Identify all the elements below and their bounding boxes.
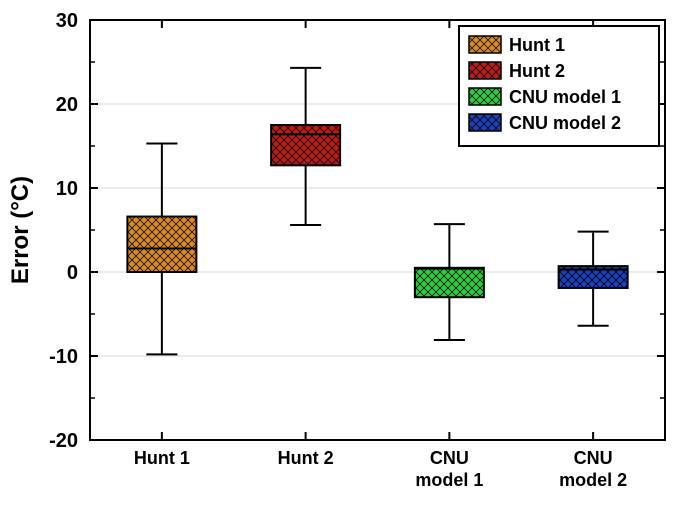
y-tick-label: -20 bbox=[49, 430, 78, 452]
y-tick-label: 0 bbox=[67, 262, 78, 284]
y-tick-label: 10 bbox=[56, 178, 78, 200]
x-tick-label: Hunt 1 bbox=[134, 448, 190, 468]
x-tick-label: CNU bbox=[574, 448, 613, 468]
x-tick-label: Hunt 2 bbox=[278, 448, 334, 468]
y-axis-label: Error (°C) bbox=[7, 176, 34, 284]
x-tick-label: model 1 bbox=[415, 470, 483, 490]
boxplot-chart: -20-100102030Hunt 1Hunt 2CNUmodel 1CNUmo… bbox=[0, 0, 685, 514]
x-tick-label: CNU bbox=[430, 448, 469, 468]
box-2 bbox=[415, 268, 484, 297]
box-1 bbox=[271, 125, 340, 165]
y-tick-label: 20 bbox=[56, 94, 78, 116]
legend-label: Hunt 1 bbox=[509, 35, 565, 55]
legend-label: Hunt 2 bbox=[509, 61, 565, 81]
legend-label: CNU model 1 bbox=[509, 87, 621, 107]
legend-label: CNU model 2 bbox=[509, 113, 621, 133]
y-tick-label: 30 bbox=[56, 10, 78, 32]
x-tick-label: model 2 bbox=[559, 470, 627, 490]
box-0 bbox=[127, 217, 196, 272]
y-tick-label: -10 bbox=[49, 346, 78, 368]
